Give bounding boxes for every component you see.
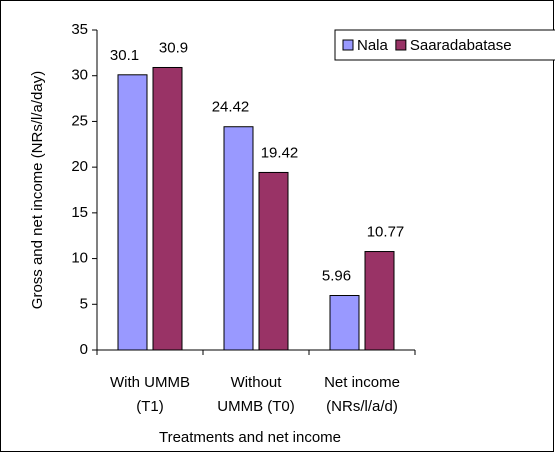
x-axis-label: Treatments and net income [159,429,341,446]
bar [258,171,289,351]
x-tick-label: Without [231,374,283,391]
bar [364,251,395,351]
value-label: 5.96 [322,267,351,284]
bar [329,295,360,351]
value-label: 10.77 [367,224,405,241]
legend-label: Nala [357,37,389,54]
x-tick-label: (T1) [136,398,164,415]
x-tick-label: UMMB (T0) [217,398,295,415]
value-label: 19.42 [261,144,299,161]
legend-box [334,29,555,61]
y-tick-label: 5 [80,295,88,312]
legend-swatch [342,39,354,51]
bar [152,66,183,351]
y-tick-label: 30 [71,67,88,84]
y-tick-label: 10 [71,250,88,267]
y-tick-label: 20 [71,158,88,175]
y-axis-label: Gross and net income (NRs/l/a/day) [29,71,46,309]
value-label: 30.9 [159,39,188,56]
bar [223,126,254,351]
legend-swatch [395,39,407,51]
y-tick-label: 15 [71,204,88,221]
value-label: 30.1 [110,47,139,64]
x-tick-label: (NRs/l/a/d) [326,398,398,415]
y-tick-label: 0 [80,341,88,358]
value-label: 24.42 [212,99,250,116]
y-tick-label: 35 [71,21,88,38]
legend-label: Saaradabatase [410,37,512,54]
y-tick-label: 25 [71,112,88,129]
x-tick-label: With UMMB [110,374,190,391]
x-tick-label: Net income [324,374,400,391]
bar [117,74,148,351]
